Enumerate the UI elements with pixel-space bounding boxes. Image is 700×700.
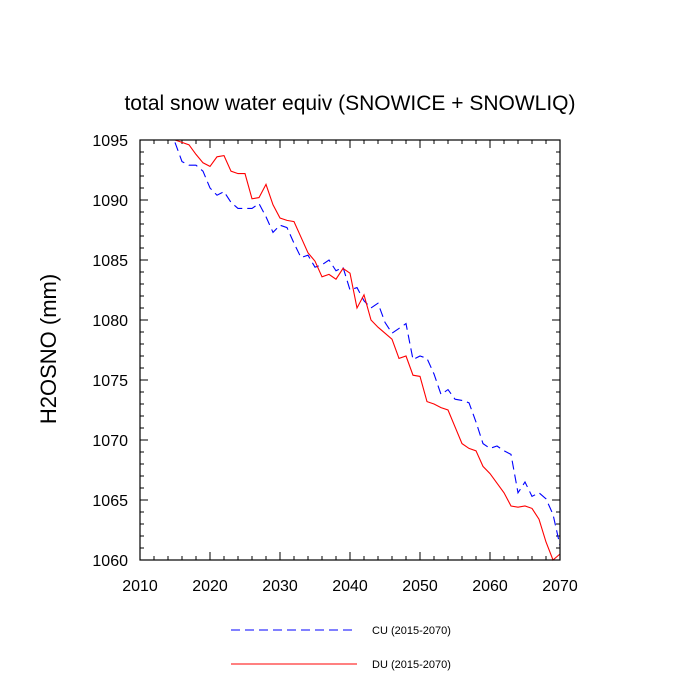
y-tick-label: 1085: [92, 253, 128, 270]
y-tick-label: 1080: [92, 313, 128, 330]
y-axis-label: H2OSNO (mm): [36, 274, 61, 424]
legend: CU (2015-2070) DU (2015-2070): [231, 625, 451, 671]
x-tick-label: 2030: [262, 578, 298, 595]
series-line-cu: [174, 142, 561, 546]
y-tick-label: 1095: [92, 133, 128, 150]
legend-label: DU (2015-2070): [372, 659, 451, 671]
x-tick-label: 2050: [402, 578, 438, 595]
x-tick-label: 2010: [122, 578, 158, 595]
plot-series: [174, 139, 561, 561]
y-tick-label: 1070: [92, 433, 128, 450]
legend-label: CU (2015-2070): [372, 625, 451, 637]
axis-ticks: 2010 2020 2030 2040 2050 2060 2070 1060 1065 1070…: [92, 133, 577, 595]
y-tick-label: 1075: [92, 373, 128, 390]
x-tick-label: 2020: [192, 578, 228, 595]
series-line-du: [174, 139, 561, 561]
x-tick-label: 2070: [542, 578, 578, 595]
x-tick-label: 2040: [332, 578, 368, 595]
plot-frame: [139, 139, 561, 561]
x-tick-label: 2060: [472, 578, 508, 595]
chart-title: total snow water equiv (SNOWICE + SNOWLI…: [124, 92, 575, 115]
y-tick-label: 1065: [92, 493, 128, 510]
y-tick-label: 1090: [92, 193, 128, 210]
y-tick-label: 1060: [92, 553, 128, 570]
